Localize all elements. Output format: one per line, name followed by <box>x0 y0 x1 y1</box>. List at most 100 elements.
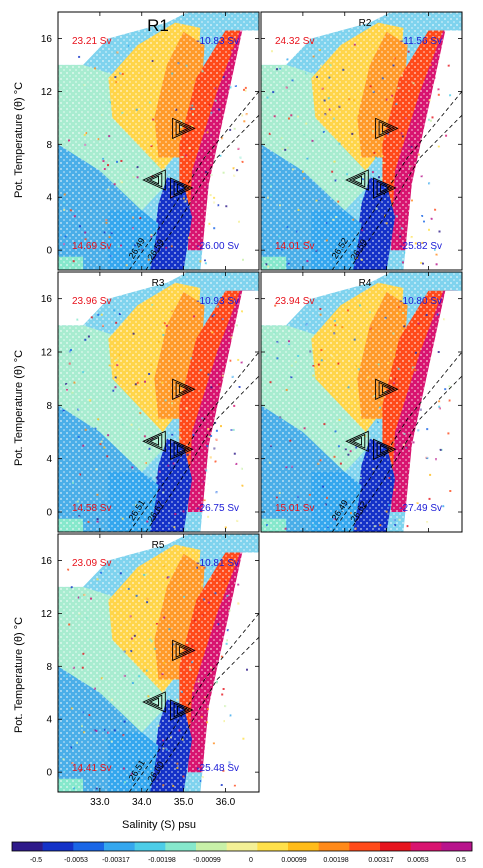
y-tick-label: 12 <box>41 87 53 98</box>
colorbar-label: -0.00198 <box>148 857 176 864</box>
colorbar-label: -0.0053 <box>64 857 88 864</box>
transport-label: 24.32 Sv <box>275 36 314 47</box>
panel-frame <box>57 271 260 533</box>
isopycnal-contour <box>128 91 259 270</box>
colorbar-swatch <box>410 842 442 851</box>
isopycnal-contour <box>348 114 462 270</box>
triangle-marker-left <box>345 430 369 452</box>
triangle-marker-right <box>172 117 196 140</box>
transport-label: -10.93 Sv <box>196 296 239 307</box>
triangle-marker-right <box>373 177 397 199</box>
colorbar-swatch <box>288 842 319 851</box>
transport-label: -10.81 Sv <box>196 558 239 569</box>
colorbar-swatch <box>73 842 105 851</box>
isopycnal-contour <box>331 351 462 532</box>
colorbar-swatch <box>12 842 43 851</box>
transport-label: 23.09 Sv <box>72 558 111 569</box>
colorbar-swatch <box>42 842 74 851</box>
y-tick-label: 12 <box>41 348 53 359</box>
y-tick-label: 16 <box>41 556 53 567</box>
panel-title: R4 <box>359 278 372 289</box>
colorbar-label: 0.5 <box>456 857 466 864</box>
colorbar-swatch <box>380 842 411 851</box>
isopycnal-contour <box>145 114 259 270</box>
y-tick-label: 0 <box>46 768 52 779</box>
colorbar-swatch <box>226 842 258 851</box>
triangle-marker-left <box>345 169 369 191</box>
x-tick-label: 36.0 <box>216 797 236 808</box>
transport-label: 14.41 Sv <box>72 763 111 774</box>
triangle-marker-right <box>375 378 399 400</box>
transport-label: 23.94 Sv <box>275 296 314 307</box>
colorbar-swatch <box>165 842 197 851</box>
panel-frame <box>57 533 260 793</box>
colorbar-swatch <box>349 842 381 851</box>
colorbar-swatch <box>104 842 135 851</box>
speckle-overlay <box>261 272 462 532</box>
panel-title: R2 <box>359 18 372 29</box>
panel-title: R3 <box>152 278 165 289</box>
isopycnal-contour <box>128 613 259 792</box>
transport-label: 23.96 Sv <box>72 296 111 307</box>
transport-label: -10.83 Sv <box>196 36 239 47</box>
transport-label: 23.21 Sv <box>72 36 111 47</box>
y-tick-label: 16 <box>41 294 53 305</box>
isopycnal-contour <box>331 91 462 270</box>
triangle-marker-right <box>170 699 194 721</box>
speckle-overlay <box>261 12 462 270</box>
transport-label: -25.82 Sv <box>399 241 442 252</box>
panel-title: R1 <box>147 16 169 35</box>
isopycnal-contour <box>348 375 462 532</box>
colorbar-swatch <box>318 842 350 851</box>
x-tick-label: 34.0 <box>132 797 152 808</box>
colorbar-label: 0.0053 <box>407 857 429 864</box>
triangle-marker-right <box>375 117 399 140</box>
colorbar-swatch <box>441 842 473 851</box>
transport-label: -26.00 Sv <box>196 241 239 252</box>
triangle-marker-right <box>172 639 196 662</box>
panel-title: R5 <box>152 540 165 551</box>
triangle-marker-right <box>172 378 196 400</box>
x-axis-label: Salinity (S) psu <box>122 819 196 831</box>
transport-label: 15.01 Sv <box>275 503 314 514</box>
y-tick-label: 8 <box>46 401 52 412</box>
y-tick-label: 8 <box>46 662 52 673</box>
colorbar: -0.5 -0.0053 -0.00317 -0.00198 -0.00099 0 0.00… <box>11 841 473 864</box>
panel-frame <box>260 11 463 271</box>
y-axis-label-mid: Pot. Temperature (θ) °C <box>13 350 25 466</box>
colorbar-label: 0.00099 <box>281 857 306 864</box>
colorbar-label: 0.00198 <box>323 857 348 864</box>
transport-label: -27.49 Sv <box>399 503 442 514</box>
y-axis-label-bottom: Pot. Temperature (θ) °C <box>13 617 25 733</box>
transport-label: 14.69 Sv <box>72 241 111 252</box>
panel-frame <box>260 271 463 533</box>
triangle-marker-right <box>170 438 194 460</box>
speckle-overlay <box>58 272 259 532</box>
triangle-marker-right <box>373 438 397 460</box>
speckle-overlay <box>58 534 259 792</box>
y-tick-label: 0 <box>46 246 52 257</box>
y-tick-label: 4 <box>46 454 52 465</box>
y-tick-label: 12 <box>41 609 53 620</box>
triangle-marker-right <box>170 177 194 199</box>
transport-label: 14.58 Sv <box>72 503 111 514</box>
transport-label: 14.01 Sv <box>275 241 314 252</box>
transport-label: -10.80 Sv <box>399 296 442 307</box>
transport-label: -11.56 Sv <box>400 36 442 47</box>
y-tick-label: 8 <box>46 140 52 151</box>
y-tick-label: 4 <box>46 715 52 726</box>
colorbar-frame <box>11 841 473 852</box>
isopycnal-contour <box>145 375 259 532</box>
colorbar-label: -0.5 <box>30 857 42 864</box>
colorbar-label: -0.00099 <box>193 857 221 864</box>
